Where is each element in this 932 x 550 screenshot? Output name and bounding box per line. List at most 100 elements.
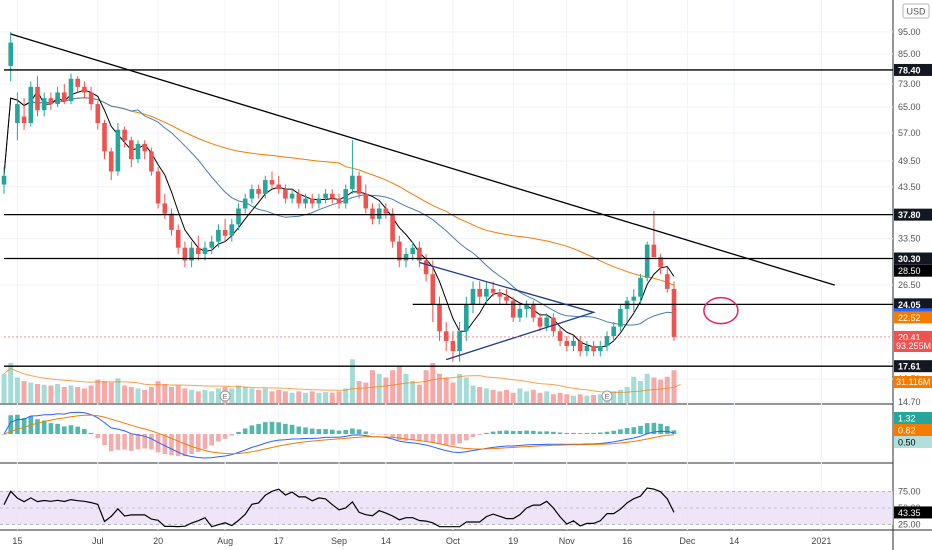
- volume-bar: [343, 388, 349, 403]
- macd-histogram-bar: [75, 426, 80, 434]
- volume-bar: [410, 381, 416, 403]
- candle-body: [443, 331, 449, 341]
- candle-body: [316, 198, 322, 204]
- price-tick-label: 33.50: [898, 234, 921, 244]
- volume-bar: [21, 381, 27, 403]
- volume-bar: [430, 362, 436, 403]
- macd-histogram-bar: [638, 425, 643, 434]
- rsi-value-bg: [894, 506, 932, 519]
- volume-bar: [470, 385, 476, 403]
- candle-body: [584, 345, 590, 352]
- date-tick-label: 19: [508, 536, 518, 546]
- level-label-bg: [894, 298, 932, 311]
- level-label-bg: [894, 252, 932, 265]
- volume-bar: [631, 376, 637, 403]
- macd-label-bg: [894, 412, 932, 424]
- macd-histogram-bar: [497, 430, 503, 434]
- volume-bar: [282, 391, 288, 403]
- candle-body: [209, 241, 214, 248]
- candle-body: [95, 104, 101, 124]
- volume-bar: [530, 389, 536, 403]
- volume-bar: [483, 388, 489, 403]
- volume-bar: [423, 370, 429, 403]
- ma-label-bg: [894, 264, 932, 277]
- volume-bar: [68, 385, 74, 403]
- macd-histogram-bar: [665, 426, 670, 434]
- macd-histogram-bar: [430, 434, 436, 443]
- macd-histogram-bar: [155, 434, 161, 453]
- macd-histogram-bar: [604, 431, 610, 434]
- price-tick-label: 49.50: [898, 156, 921, 166]
- candle-body: [55, 92, 60, 105]
- macd-histogram-bar: [551, 431, 556, 434]
- macd-histogram-bar: [510, 431, 516, 434]
- volume-bar: [571, 395, 576, 403]
- volume-bar: [48, 385, 54, 403]
- volume-bar: [128, 386, 134, 403]
- candle-body: [41, 98, 47, 111]
- macd-histogram-bar: [464, 434, 469, 441]
- candle-body: [343, 189, 348, 204]
- volume-bar: [276, 389, 282, 403]
- macd-histogram-bar: [577, 433, 583, 434]
- macd-histogram-bar: [68, 425, 74, 434]
- level-label-bg: [894, 360, 932, 373]
- macd-histogram-bar: [504, 430, 509, 434]
- macd-histogram-bar: [316, 429, 322, 434]
- macd-label-bg: [894, 424, 932, 436]
- volume-bar: [262, 388, 268, 403]
- macd-histogram-bar: [564, 432, 570, 434]
- volume-bar: [524, 391, 530, 403]
- macd-histogram-bar: [524, 430, 529, 434]
- candle-body: [309, 198, 315, 204]
- macd-signal-line: [3, 414, 675, 455]
- candle-body: [598, 345, 603, 352]
- macd-histogram-bar: [8, 415, 13, 434]
- candle-body: [1, 175, 7, 185]
- candle-body: [383, 208, 389, 214]
- volume-bar: [517, 388, 523, 403]
- candle-body: [531, 304, 536, 318]
- candle-body: [651, 244, 657, 258]
- candle-body: [82, 86, 87, 93]
- macd-line: [3, 411, 675, 459]
- macd-histogram-bar: [135, 434, 141, 450]
- candle-body: [423, 260, 429, 275]
- candle-body: [497, 292, 503, 297]
- macd-histogram-bar: [383, 434, 389, 435]
- candle-body: [330, 193, 335, 199]
- volume-bar: [122, 385, 128, 403]
- time-axis: 15 Jul 20 Aug 17 Sep 14 Oct 19 Nov 16 Dec 14 2021: [12, 536, 831, 546]
- candle-body: [363, 193, 369, 209]
- earnings-marker: [219, 390, 231, 402]
- macd-histogram-bar: [591, 432, 596, 434]
- macd-histogram-bar: [490, 431, 496, 434]
- candle-body: [397, 241, 402, 261]
- volume-bar: [504, 389, 509, 403]
- volume-bar: [189, 389, 195, 403]
- candle-body: [524, 304, 529, 309]
- candle-body: [263, 180, 268, 194]
- date-tick-label: Oct: [446, 536, 461, 546]
- macd-histogram-bar: [256, 424, 261, 434]
- volume-bar: [75, 386, 81, 403]
- candle-body: [390, 213, 395, 242]
- macd-histogram-bar: [457, 434, 462, 444]
- currency-badge[interactable]: USD: [902, 3, 930, 19]
- volume-bar: [229, 388, 235, 403]
- candle-body: [108, 151, 114, 172]
- volume-bar: [14, 377, 20, 403]
- rsi-line: [3, 487, 675, 528]
- candle-body: [8, 42, 13, 66]
- volume-bar: [537, 392, 543, 403]
- price-tick-label: 14.70: [898, 397, 921, 407]
- macd-histogram-bar: [544, 431, 549, 434]
- volume-bar: [363, 382, 369, 403]
- volume-bar: [8, 362, 14, 403]
- candle-body: [75, 78, 80, 87]
- macd-histogram-bar: [376, 434, 382, 435]
- candle-body: [196, 247, 201, 254]
- volume-bar: [450, 382, 456, 403]
- date-tick-label: 15: [12, 536, 22, 546]
